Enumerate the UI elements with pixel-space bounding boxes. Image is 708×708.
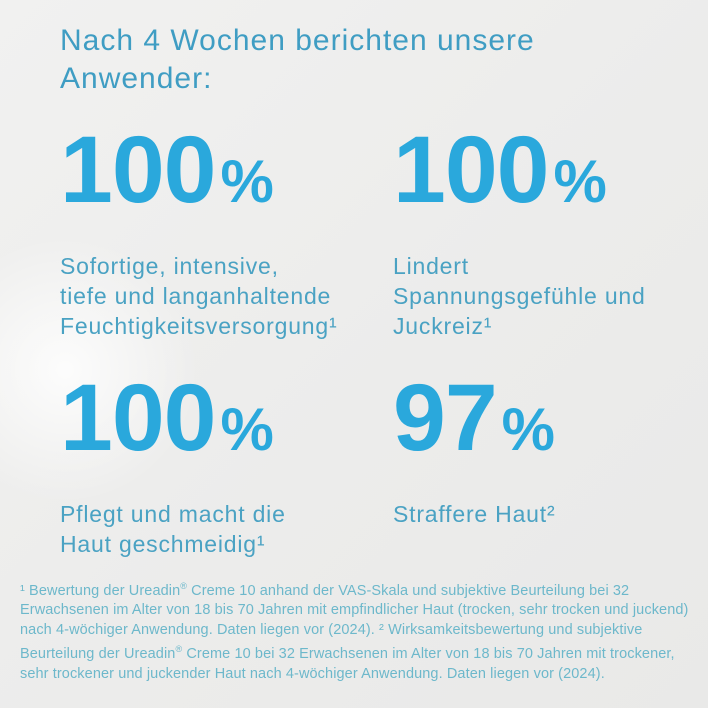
stat-description-line: Lindert — [393, 253, 469, 279]
footnote: ¹ Bewertung der Ureadin® Creme 10 anhand… — [20, 581, 689, 682]
stat-description-line: Spannungsgefühle und — [393, 283, 646, 309]
page-title-line: Nach 4 Wochen berichten unsere — [60, 24, 535, 57]
percent-sign: % — [553, 148, 607, 215]
stat-card-hydration: 100% Sofortige, intensive, tiefe und lan… — [60, 123, 393, 341]
stat-description: Sofortige, intensive, tiefe und langanha… — [60, 251, 393, 341]
percent-sign: % — [501, 396, 556, 463]
stat-description-line: Juckreiz¹ — [393, 313, 493, 339]
stat-description-line: Feuchtigkeitsversorgung¹ — [60, 313, 338, 339]
percent-sign: % — [220, 396, 274, 463]
stat-description: Straffere Haut² — [393, 499, 668, 529]
stat-description-line: Sofortige, intensive, — [60, 253, 279, 279]
stat-description-line: tiefe und langanhaltende — [60, 283, 332, 309]
stat-description-line: Haut geschmeidig¹ — [60, 531, 266, 557]
page-title: Nach 4 Wochen berichten unsere Anwender: — [60, 22, 668, 98]
stat-card-smoothness: 100% Pflegt und macht die Haut geschmeid… — [60, 371, 393, 559]
stat-description: Lindert Spannungsgefühle und Juckreiz¹ — [393, 251, 668, 341]
stat-card-tension-relief: 100% Lindert Spannungsgefühle und Juckre… — [393, 123, 668, 341]
stat-number: 97 — [393, 365, 498, 471]
stat-description-line: Pflegt und macht die — [60, 501, 286, 527]
stats-grid: 100% Sofortige, intensive, tiefe und lan… — [60, 123, 668, 559]
stat-value: 97% — [393, 371, 668, 493]
stat-value: 100% — [60, 371, 393, 493]
stat-description: Pflegt und macht die Haut geschmeidig¹ — [60, 499, 393, 559]
stat-number: 100 — [393, 117, 550, 223]
stat-card-firmness: 97% Straffere Haut² — [393, 371, 668, 559]
percent-sign: % — [220, 148, 274, 215]
stat-number: 100 — [60, 117, 217, 223]
stat-value: 100% — [393, 123, 668, 245]
stat-value: 100% — [60, 123, 393, 245]
stat-description-line: Straffere Haut² — [393, 501, 556, 527]
page-title-line: Anwender: — [60, 62, 213, 95]
stat-number: 100 — [60, 365, 217, 471]
main-content: Nach 4 Wochen berichten unsere Anwender:… — [60, 22, 668, 559]
